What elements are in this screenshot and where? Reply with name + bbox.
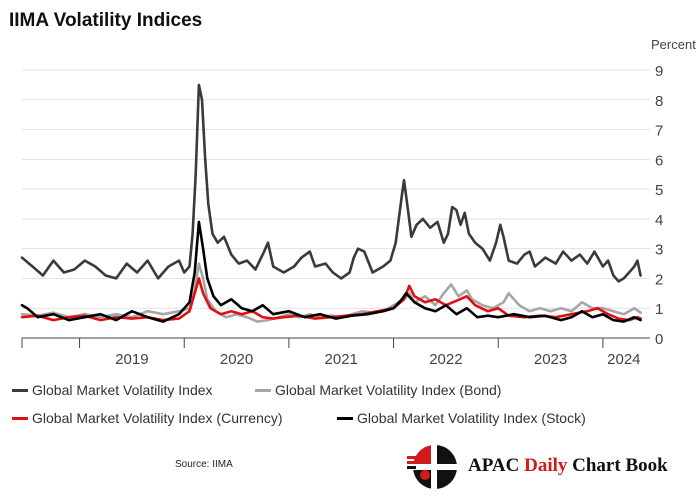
series-lines xyxy=(20,83,642,323)
legend-label: Global Market Volatility Index (Currency… xyxy=(32,410,283,426)
chart-title: IIMA Volatility Indices xyxy=(9,10,203,31)
y-tick-label: 1 xyxy=(655,301,663,318)
gridlines xyxy=(22,69,650,309)
legend-label: Global Market Volatility Index xyxy=(32,382,213,398)
y-tick-label: 3 xyxy=(655,242,663,259)
y-tick-label: 5 xyxy=(655,182,663,199)
series-line xyxy=(20,262,642,323)
x-tick-label: 2021 xyxy=(325,351,358,368)
brand-icon xyxy=(407,445,457,489)
series-line xyxy=(20,220,642,323)
y-axis-unit-label: Percent xyxy=(651,37,696,52)
brand-accent: Daily xyxy=(524,455,568,476)
source-note: Source: IIMA xyxy=(175,459,233,470)
x-tick-label: 2023 xyxy=(534,351,567,368)
y-tick-label: 8 xyxy=(655,93,663,110)
y-tick-label: 0 xyxy=(655,331,663,348)
x-tick-label: 2020 xyxy=(220,351,253,368)
y-tick-label: 9 xyxy=(655,63,663,80)
legend-item: Global Market Volatility Index (Currency… xyxy=(12,410,283,426)
legend-item: Global Market Volatility Index xyxy=(12,382,213,398)
legend-swatch xyxy=(255,388,271,392)
brand-name: APAC Daily Chart Book xyxy=(468,455,668,477)
y-tick-label: 6 xyxy=(655,152,663,169)
legend-swatch xyxy=(12,388,28,392)
legend-swatch xyxy=(337,416,353,420)
legend-label: Global Market Volatility Index (Stock) xyxy=(357,410,586,426)
brand-suffix: Chart Book xyxy=(567,455,668,476)
axes: 0 1 2 3 4 5 6 7 8 9 2019 2020 2021 2022 2023 2024 xyxy=(21,63,663,368)
legend-label: Global Market Volatility Index (Bond) xyxy=(275,382,502,398)
brand-logo: APAC Daily Chart Book xyxy=(406,440,698,492)
x-tick-label: 2022 xyxy=(429,351,462,368)
y-tick-label: 4 xyxy=(655,212,663,229)
series-line xyxy=(20,83,642,283)
chart-canvas: 0 1 2 3 4 5 6 7 8 9 2019 2020 2021 2022 2023 2024 xyxy=(20,63,663,368)
legend-item: Global Market Volatility Index (Stock) xyxy=(337,410,586,426)
x-tick-label: 2019 xyxy=(115,351,148,368)
legend-swatch xyxy=(12,416,28,420)
legend-item: Global Market Volatility Index (Bond) xyxy=(255,382,501,398)
y-tick-label: 7 xyxy=(655,123,663,140)
x-tick-label: 2024 xyxy=(607,351,640,368)
brand-prefix: APAC xyxy=(468,455,525,476)
y-tick-label: 2 xyxy=(655,271,663,288)
